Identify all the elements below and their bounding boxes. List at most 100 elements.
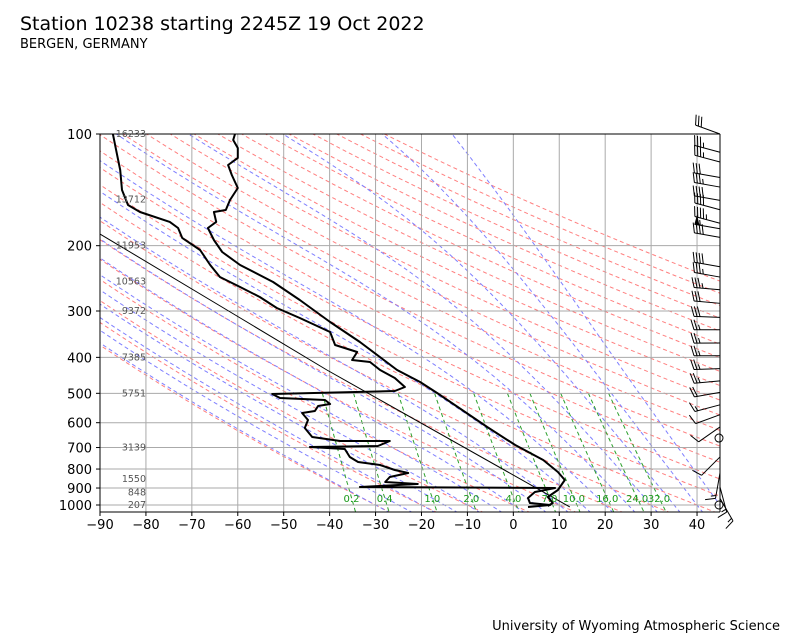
dry-adiabat [217,134,720,372]
wind-barb [689,373,721,384]
x-tick-label: 40 [689,518,706,533]
moist-adiabat [100,159,614,512]
wind-barb [690,359,721,370]
barb-feather [691,277,695,288]
moist-adiabat [100,274,503,512]
barb-feather [693,332,698,344]
y-tick-label: 600 [67,417,92,432]
height-label: 16233 [116,129,146,140]
mixing-ratio-label: 1.0 [424,494,440,505]
dry-adiabat [170,134,720,401]
x-tick-label: −50 [270,518,297,533]
calm-wind-circle [714,433,724,443]
moist-adiabat [282,134,681,512]
x-tick-label: −80 [132,518,159,533]
barb-feather [698,263,701,274]
height-label: 848 [128,487,146,498]
mixing-ratio-label: 2.0 [463,494,479,505]
moist-adiabat [188,134,658,512]
barb-staff [694,287,721,291]
dry-adiabat [100,150,720,463]
wind-barb [692,456,721,476]
y-tick-label: 500 [67,387,92,402]
wind-barb [691,290,721,304]
barb-feather [692,162,695,174]
dry-adiabat [384,134,720,282]
barb-feather [688,414,696,424]
barb-staff [694,216,721,224]
x-tick-label: −10 [454,518,481,533]
mixing-ratio-label: 24.0 [626,494,648,505]
barb-feather [690,319,695,330]
x-tick-label: −30 [362,518,389,533]
height-label: 13712 [116,194,146,205]
mixing-ratio-label: 0.2 [344,494,360,505]
wind-barb [691,277,721,291]
mixing-ratio-line [397,393,438,512]
moist-adiabat [381,134,704,512]
barb-feather [690,345,695,356]
x-tick-label: −20 [408,518,435,533]
y-tick-label: 400 [67,351,92,366]
barb-feather [697,115,700,127]
barb-feather [691,290,695,302]
moist-adiabat [100,342,390,512]
barb-staff [694,391,721,398]
barb-feather [717,511,727,518]
barb-staff [694,261,721,268]
barb-half-feather [698,324,701,330]
wind-barb [705,472,721,501]
barb-half-feather [727,517,732,523]
barb-feather [694,277,698,288]
barb-feather [698,163,701,175]
y-tick-label: 800 [67,463,92,478]
moist-adiabat [100,257,525,512]
barb-feather [690,434,700,443]
x-tick-label: −40 [316,518,343,533]
dry-adiabat [100,166,720,480]
barb-feather [697,291,701,302]
y-tick-label: 300 [67,305,92,320]
y-tick-label: 100 [67,128,92,143]
labels: 0.2 0.4 1.0 2.0 4.0 7.0 10.0 16.0 24.0 32.0 16233 1… [116,129,670,511]
height-label: 7385 [122,352,146,363]
barb-feather [705,497,716,501]
moist-adiabat [116,134,636,512]
barb-half-feather [710,494,717,497]
mixing-ratio-line [608,393,667,512]
barb-feather [698,223,701,235]
x-tick-label: 30 [643,518,660,533]
barb-feather [688,402,696,412]
barb-feather [701,224,704,235]
barb-staff [694,232,721,238]
wind-barb [694,135,721,153]
barb-feather [695,262,698,274]
barb-staff [694,145,721,153]
wind-barb [690,426,721,443]
x-tick-label: 20 [597,518,614,533]
dry-adiabat [241,134,720,359]
barb-feather [693,345,698,356]
wind-barb [692,172,721,188]
dry-adiabat [265,134,720,345]
barb-staff [698,426,721,443]
barb-feather [692,386,698,397]
barb-staff [695,414,721,425]
barb-feather [692,222,695,233]
barb-staff [701,456,721,476]
height-label: 9372 [122,306,146,317]
barb-half-feather [699,219,701,226]
calm-wind-circle [714,500,724,510]
height-label: 5751 [122,388,146,399]
barb-feather [692,172,695,183]
barb-feather [695,252,698,263]
height-label: 207 [128,500,146,511]
dry-adiabat [122,134,720,431]
dry-adiabat [100,134,720,447]
barb-staff [694,195,721,201]
barb-feather [696,306,701,317]
barb-feather [701,253,704,264]
axes: −90 −80 −70 −60 −50 −40 −30 −20 −10 0 10 20 30 40 100 2… [59,128,721,533]
y-tick-label: 200 [67,240,92,255]
